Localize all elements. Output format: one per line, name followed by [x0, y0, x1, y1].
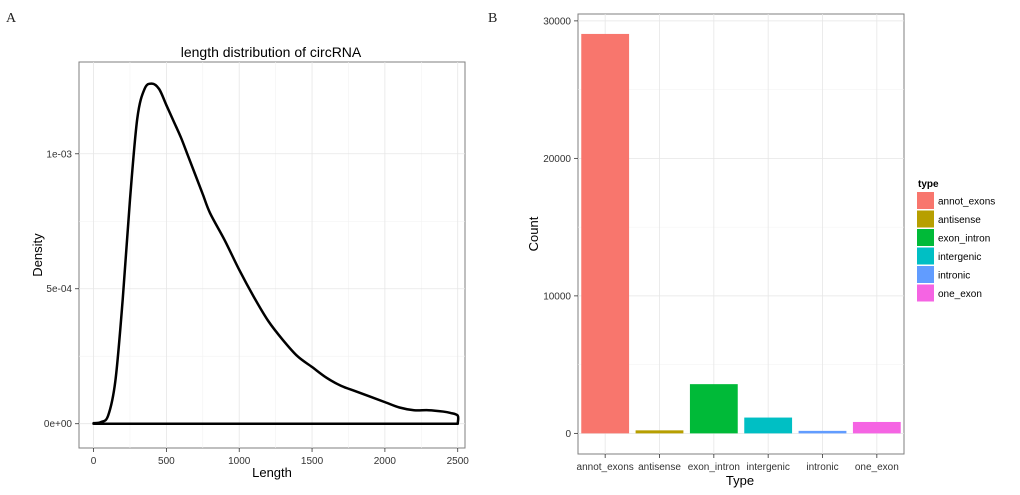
y-tick-label: 30000: [543, 16, 571, 27]
legend-label: intergenic: [938, 252, 981, 263]
bar-exon-intron: [689, 384, 738, 434]
bar-y-axis: 0 10000 20000 30000: [543, 16, 578, 440]
bar-intronic: [798, 430, 847, 434]
x-tick-label: 2500: [447, 456, 470, 467]
density-y-axis: 0e+00 5e-04 1e-03: [44, 149, 79, 430]
legend-title: type: [918, 179, 939, 190]
x-tick-label: 500: [158, 456, 175, 467]
x-tick-label: 1000: [228, 456, 251, 467]
bar-legend: type annot_exons antisense exon_introninte…: [917, 179, 995, 302]
y-tick-label: 5e-04: [46, 284, 72, 295]
legend-key-annot-exons: [917, 192, 934, 209]
bar-x-axis-title: Type: [726, 473, 754, 488]
x-tick-label: antisense: [638, 462, 681, 473]
x-tick-label: one_exon: [855, 462, 899, 473]
bar-antisense: [635, 430, 684, 434]
density-x-axis: 0 500 1000 1500 2000 2500: [91, 448, 469, 467]
bar-annot-exons: [581, 33, 630, 434]
bar-plot-panel: [577, 13, 905, 455]
legend-label: antisense: [938, 215, 981, 226]
density-plot-panel: [78, 61, 466, 449]
x-tick-label: intergenic: [746, 462, 789, 473]
panel-b-label: B: [488, 11, 497, 26]
bar-intergenic: [744, 417, 793, 434]
x-tick-label: intronic: [806, 462, 838, 473]
x-tick-label: 0: [91, 456, 97, 467]
legend-key-antisense: [917, 210, 934, 228]
legend-key-exon-intron: [917, 229, 934, 246]
bar-gridlines: [578, 14, 904, 454]
legend-label: exon_intron: [938, 234, 990, 245]
legend-key-intergenic: [917, 247, 934, 265]
x-tick-label: annot_exons: [577, 462, 634, 473]
y-tick-label: 0: [565, 429, 571, 440]
bar-y-axis-title: Count: [526, 216, 541, 251]
bar-x-axis: annot_exons antisense exon_intron intergeni…: [577, 454, 899, 473]
legend-label: annot_exons: [938, 197, 995, 208]
bar-series: [581, 33, 901, 434]
bar-one-exon: [852, 421, 901, 434]
x-tick-label: exon_intron: [688, 462, 740, 473]
density-chart-title: length distribution of circRNA: [181, 44, 362, 60]
panel-a-label: A: [6, 11, 17, 26]
x-tick-label: 2000: [374, 456, 397, 467]
x-tick-label: 1500: [301, 456, 324, 467]
density-x-axis-title: Length: [252, 465, 292, 480]
legend-key-one-exon: [917, 284, 934, 302]
density-curve: [92, 82, 460, 425]
density-y-axis-title: Density: [30, 233, 45, 277]
y-tick-label: 20000: [543, 154, 571, 165]
y-tick-label: 0e+00: [44, 419, 73, 430]
y-tick-label: 1e-03: [46, 149, 72, 160]
legend-key-intronic: [917, 266, 934, 283]
y-tick-label: 10000: [543, 291, 571, 302]
legend-label: one_exon: [938, 289, 982, 300]
legend-label: intronic: [938, 271, 970, 282]
